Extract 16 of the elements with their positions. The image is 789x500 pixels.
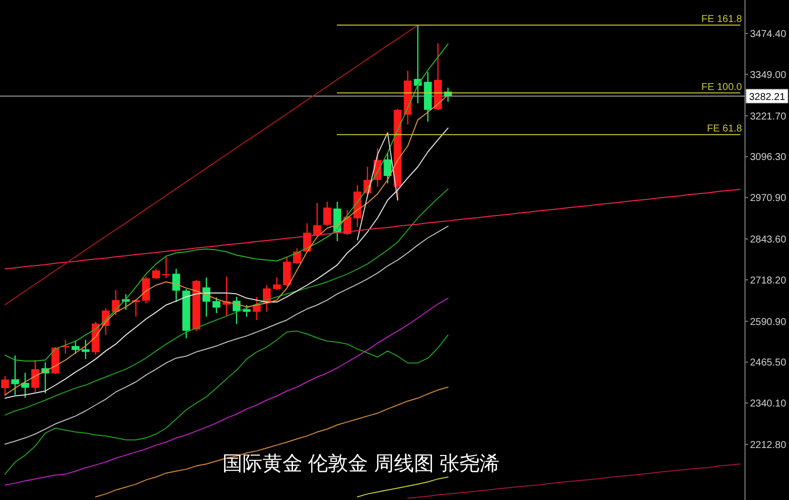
y-tick-label: 3221.70 (750, 111, 787, 122)
y-tick-label: 2465.50 (750, 358, 787, 369)
series-label: FE 100.0 (701, 82, 742, 93)
y-tick-label: 2590.90 (750, 316, 787, 328)
y-tick-label: 2843.60 (750, 234, 787, 246)
series-label: FE 161.8 (701, 14, 742, 26)
y-tick-label: 3349.00 (750, 70, 787, 81)
ref-line-label: 3282.21 (749, 92, 786, 104)
text: 国际黄金 伦敦金 周线图 张尧浠 (222, 453, 500, 475)
y-tick-label: 2970.90 (750, 193, 787, 204)
y-tick-label: 3474.40 (750, 28, 787, 40)
y-tick-label: 2340.10 (750, 398, 787, 410)
series-label: FE 61.8 (706, 124, 742, 135)
y-tick-label: 2212.80 (750, 440, 787, 451)
y-tick-label: 3096.30 (750, 152, 787, 164)
y-tick-label: 2718.20 (750, 275, 787, 286)
